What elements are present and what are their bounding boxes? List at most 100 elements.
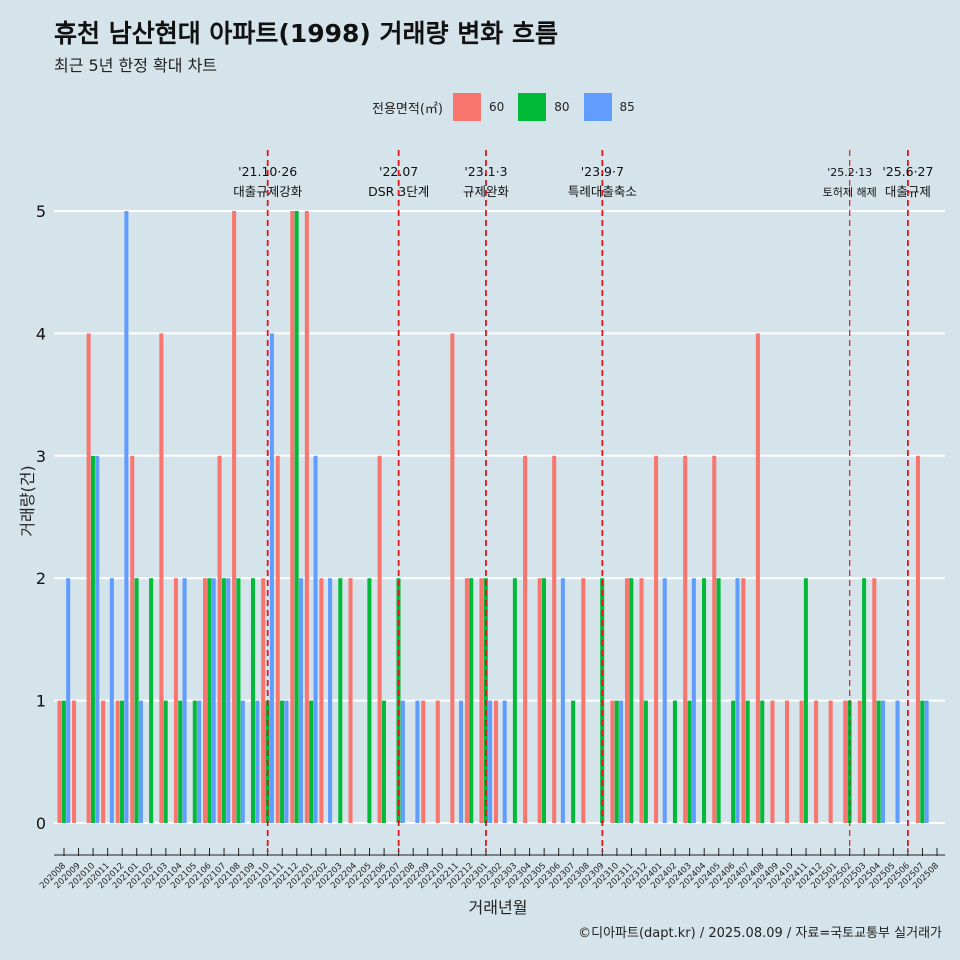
- legend-title: 전용면적(㎡): [372, 101, 443, 117]
- legend-label-60: 60: [488, 100, 505, 114]
- bar-80-202105: [192, 700, 197, 823]
- bar-80-202102: [149, 578, 154, 823]
- bar-60-202412: [814, 700, 819, 823]
- bar-80-202405: [716, 578, 721, 823]
- bar-85-202504: [880, 700, 885, 823]
- bar-80-202203: [338, 578, 343, 823]
- bar-85-202207: [400, 700, 405, 823]
- bar-60-202009: [72, 700, 77, 823]
- event-label-202301: 규제완화: [463, 184, 510, 199]
- bar-60-202304: [523, 455, 528, 823]
- y-axis-label: 거래량(건): [18, 465, 37, 536]
- source-caption: ©디아파트(dapt.kr) / 2025.08.09 / 자료=국토교통부 실…: [578, 926, 942, 941]
- bar-60-202209: [421, 700, 426, 823]
- bar-80-202008: [61, 700, 66, 823]
- bar-80-202403: [687, 700, 692, 823]
- bar-80-202307: [571, 700, 576, 823]
- bar-80-202303: [512, 578, 517, 823]
- bar-60-202202: [319, 578, 324, 823]
- bar-85-202505: [895, 700, 900, 823]
- bar-80-202504: [876, 700, 881, 823]
- legend-swatch-85: [583, 93, 612, 121]
- y-tick-label: 0: [36, 814, 46, 833]
- bar-60-202011: [101, 700, 106, 823]
- bar-80-202104: [178, 700, 183, 823]
- bar-85-202306: [560, 578, 565, 823]
- bar-85-202310: [619, 700, 624, 823]
- bar-60-202110: [261, 578, 266, 823]
- bar-60-202010: [86, 333, 91, 823]
- bar-60-202103: [159, 333, 164, 823]
- y-tick-label: 1: [36, 692, 46, 711]
- legend-swatch-80: [518, 93, 547, 121]
- bar-60-202409: [770, 700, 775, 823]
- bar-60-202311: [624, 578, 629, 823]
- bar-60-202507: [915, 455, 920, 823]
- bar-60-202503: [857, 700, 862, 823]
- bar-60-202408: [755, 333, 760, 823]
- event-date-202301: '23.1·3: [464, 164, 507, 179]
- bar-85-202101: [138, 700, 143, 823]
- bar-80-202106: [207, 578, 212, 823]
- legend: 전용면적(㎡) 60 80 85: [372, 92, 649, 122]
- event-date-202502: '25.2·13: [827, 166, 872, 179]
- event-label-202506: 대출규제: [885, 184, 931, 199]
- y-tick-label: 3: [36, 447, 46, 466]
- chart-subtitle: 최근 5년 한정 확대 차트: [54, 56, 218, 75]
- bar-80-202010: [90, 455, 95, 823]
- bar-80-202012: [120, 700, 125, 823]
- bar-80-202402: [672, 700, 677, 823]
- bar-85-202111: [284, 700, 289, 823]
- bar-80-202311: [629, 578, 634, 823]
- bar-85-202301: [488, 700, 493, 823]
- bar-60-202108: [232, 211, 237, 823]
- bar-80-202109: [250, 578, 256, 823]
- bar-85-202211: [459, 700, 464, 823]
- bar-85-202010: [95, 455, 100, 823]
- bar-85-202106: [211, 578, 216, 823]
- bar-85-202107: [226, 578, 231, 823]
- bar-80-202406: [731, 700, 736, 823]
- bar-60-202407: [741, 578, 746, 823]
- bar-85-202110: [269, 333, 274, 823]
- bar-60-202501: [828, 700, 833, 823]
- y-tick-label: 4: [36, 324, 46, 343]
- bar-60-202012: [115, 700, 120, 823]
- bar-85-202011: [109, 578, 114, 823]
- bar-85-202109: [255, 700, 260, 823]
- y-tick-label: 2: [36, 569, 46, 588]
- event-date-202110: '21.10·26: [238, 164, 297, 179]
- bar-60-202101: [130, 455, 135, 823]
- bar-60-202206: [377, 455, 382, 823]
- event-label-202110: 대출규제강화: [233, 184, 303, 199]
- legend-label-85: 85: [619, 100, 635, 114]
- bar-60-202403: [683, 455, 688, 823]
- bar-85-202104: [182, 578, 187, 823]
- bar-60-202204: [348, 578, 353, 823]
- bar-80-202507: [920, 700, 925, 823]
- bar-85-202012: [124, 211, 129, 823]
- bar-60-202212: [464, 578, 469, 823]
- bar-60-202201: [304, 211, 309, 823]
- chart-title: 휴천 남산현대 아파트(1998) 거래량 변화 흐름: [54, 19, 558, 48]
- event-label-202502: 토허제 해제: [823, 185, 877, 199]
- bar-60-202008: [57, 700, 62, 823]
- bar-60-202312: [639, 578, 644, 823]
- bar-60-202305: [537, 578, 542, 823]
- bar-80-202201: [309, 700, 314, 823]
- bar-80-202206: [381, 700, 386, 823]
- bar-85-202208: [415, 700, 420, 823]
- bar-85-202201: [313, 455, 318, 823]
- bar-60-202302: [494, 700, 499, 823]
- x-axis-label: 거래년월: [469, 898, 528, 917]
- bar-85-202401: [662, 578, 667, 823]
- bar-85-202302: [502, 700, 507, 823]
- event-label-202207: DSR 3단계: [368, 184, 429, 199]
- bar-85-202112: [298, 578, 303, 823]
- bar-80-202103: [163, 700, 168, 823]
- bar-60-202502: [843, 700, 848, 823]
- bar-60-202308: [581, 578, 586, 823]
- bar-60-202410: [785, 700, 790, 823]
